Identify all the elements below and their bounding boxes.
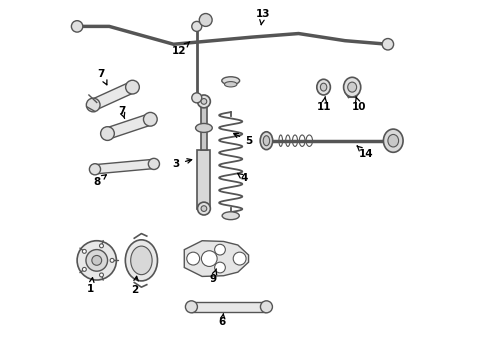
Text: 8: 8 — [93, 175, 106, 187]
Circle shape — [144, 112, 157, 126]
Text: 5: 5 — [234, 134, 252, 146]
Text: 7: 7 — [118, 106, 125, 118]
Circle shape — [89, 164, 100, 175]
Text: 6: 6 — [219, 314, 226, 327]
Polygon shape — [106, 114, 152, 139]
Bar — [201, 102, 207, 150]
Text: 12: 12 — [172, 42, 190, 57]
Text: 7: 7 — [98, 68, 107, 85]
Ellipse shape — [383, 129, 403, 152]
Circle shape — [201, 251, 217, 266]
Ellipse shape — [222, 77, 240, 85]
Circle shape — [201, 206, 207, 211]
Circle shape — [382, 39, 393, 50]
Text: 4: 4 — [238, 173, 248, 183]
Text: 3: 3 — [173, 159, 192, 169]
Circle shape — [192, 93, 202, 103]
Text: 13: 13 — [256, 9, 270, 25]
Circle shape — [215, 244, 225, 255]
Circle shape — [77, 241, 117, 280]
Circle shape — [260, 301, 272, 313]
Circle shape — [148, 158, 159, 170]
Polygon shape — [91, 82, 135, 110]
Polygon shape — [192, 302, 267, 312]
Ellipse shape — [343, 77, 361, 97]
Polygon shape — [184, 241, 248, 276]
Ellipse shape — [224, 82, 237, 87]
Ellipse shape — [320, 83, 327, 91]
Circle shape — [197, 95, 210, 108]
Circle shape — [82, 249, 86, 253]
Text: 2: 2 — [131, 276, 139, 295]
Circle shape — [233, 252, 246, 265]
Text: 11: 11 — [317, 96, 331, 112]
Bar — [197, 150, 210, 208]
Circle shape — [125, 80, 139, 94]
Ellipse shape — [263, 136, 270, 146]
Ellipse shape — [125, 240, 157, 281]
Ellipse shape — [317, 79, 330, 95]
Circle shape — [187, 252, 199, 265]
Ellipse shape — [196, 123, 212, 132]
Circle shape — [197, 202, 210, 215]
Ellipse shape — [222, 212, 239, 220]
Circle shape — [199, 14, 212, 26]
Text: 10: 10 — [352, 96, 367, 112]
Circle shape — [201, 99, 207, 104]
Text: 14: 14 — [357, 146, 373, 159]
Circle shape — [99, 244, 103, 248]
Text: 1: 1 — [87, 278, 94, 294]
Polygon shape — [95, 159, 154, 174]
Circle shape — [192, 21, 202, 31]
Circle shape — [215, 262, 225, 273]
Circle shape — [72, 21, 83, 32]
Circle shape — [110, 258, 114, 262]
Ellipse shape — [348, 82, 357, 92]
Ellipse shape — [388, 134, 398, 147]
Circle shape — [86, 98, 100, 112]
Circle shape — [185, 301, 197, 313]
Circle shape — [82, 267, 86, 271]
Ellipse shape — [131, 246, 152, 275]
Ellipse shape — [260, 132, 272, 150]
Circle shape — [92, 256, 101, 265]
Text: 9: 9 — [209, 269, 217, 284]
Circle shape — [99, 273, 103, 277]
Circle shape — [100, 127, 114, 140]
Circle shape — [86, 249, 108, 271]
